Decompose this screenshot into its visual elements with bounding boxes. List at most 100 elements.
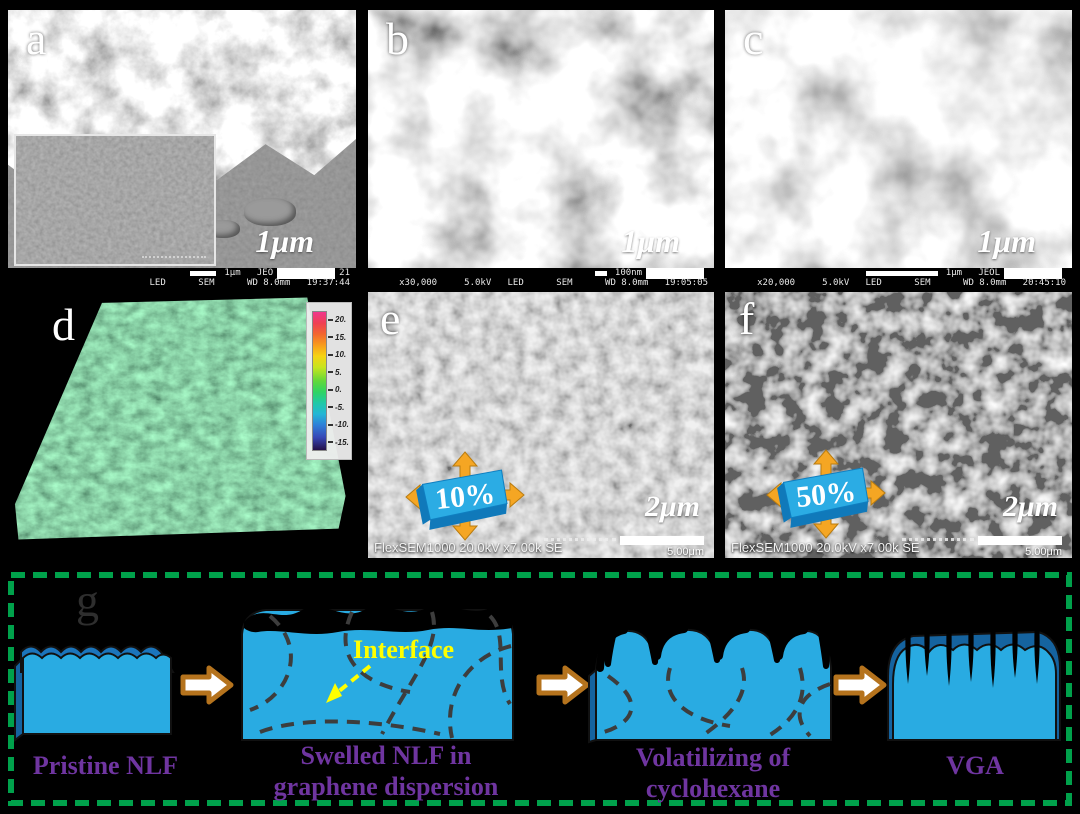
scale-ticks-e	[544, 538, 616, 541]
panel-b: b 1μm 100nm x30,000 5.0kV LED SEM WD 8.0…	[368, 10, 714, 288]
panel-c: c 1μm 1μm JEOL x20,000 5.0kV LED SEM WD …	[725, 10, 1072, 288]
colorbar-tick: -5.	[328, 403, 349, 412]
panel-letter-g: g	[76, 575, 99, 626]
colorbar-tick: 10.	[328, 350, 349, 359]
colorbar-tick: 5.	[328, 368, 349, 377]
tick-label: -10.	[335, 420, 349, 430]
green-dashed-border	[8, 572, 1072, 806]
caption-volatilizing: Volatilizing of cyclohexane	[635, 743, 791, 804]
scale-value-f: 5.00μm	[1025, 546, 1062, 558]
panel-letter-c: c	[743, 13, 764, 64]
strain-badge-10: 10%	[404, 450, 526, 542]
infobar-info-text: x20,000 5.0kV LED SEM WD 8.0mm 20:45:10	[757, 278, 1066, 288]
infobar-a-row1: 1μm JEO 21	[8, 267, 356, 279]
infobar-blanked-logo	[1004, 267, 1062, 279]
sem-b-flake-texture	[368, 10, 714, 268]
strain-badge-graphic: 50%	[766, 449, 886, 539]
scale-watermark-b: 1μm	[621, 223, 680, 259]
panel-f: f 50% 2μm FlexSEM1000 20.0kV x7.00k SE	[725, 292, 1072, 564]
panel-e: e 10% 2μm FlexSEM1000 20.0kV x7.00k SE	[368, 292, 714, 564]
panel-a: a 1μm 1μm JEO 21 LED SEM WD 8.0mm 19:37:…	[8, 10, 356, 288]
colorbar: 20. 15. 10. 5. 0. -5. -10. -15.	[306, 302, 352, 460]
tick-label: 5.	[335, 367, 342, 377]
tick-mark	[328, 318, 333, 321]
polymer-chain-dashes	[603, 667, 831, 738]
panel-letter-b: b	[386, 13, 409, 64]
interface-label: Interface	[353, 635, 454, 664]
infobar-c-row1: 1μm JEOL	[725, 267, 1072, 279]
tick-label: 20.	[335, 315, 347, 324]
sem-a-debris	[244, 198, 296, 226]
strain-value: 50%	[794, 475, 857, 514]
tick-label: -15.	[335, 437, 349, 447]
scale-bar-f	[978, 536, 1062, 545]
expansion-arrows-icon	[405, 451, 525, 541]
inset-noise	[16, 136, 214, 264]
infobar-scale-label: 100nm	[614, 268, 642, 278]
panel-letter-d: d	[52, 299, 75, 350]
colorbar-tick: -10.	[328, 420, 349, 429]
infobar-scale-segment	[865, 270, 938, 276]
tick-mark	[328, 406, 333, 409]
interface-arrow-icon	[336, 664, 372, 694]
tick-label: 15.	[335, 332, 347, 342]
infobar-blanked-logo	[277, 267, 336, 279]
strain-value: 10%	[433, 477, 496, 516]
panel-d-topography: d 20. 15. 10. 5. 0. -5. -10. -15.	[8, 292, 356, 564]
flexsem-stamp-e: FlexSEM1000 20.0kV x7.00k SE	[374, 540, 563, 555]
colorbar-tick: 15.	[328, 333, 349, 342]
process-arrow-icon	[833, 665, 887, 705]
strain-badge-graphic: 10%	[405, 451, 525, 541]
infobar-scale-segment	[594, 270, 607, 276]
tick-label: 0.	[335, 385, 342, 395]
infobar-scale-label: 1μm	[224, 268, 241, 278]
tick-mark	[328, 388, 333, 391]
sem-image-b: b 1μm	[368, 10, 714, 268]
sem-image-f: f 50% 2μm FlexSEM1000 20.0kV x7.00k SE	[725, 292, 1072, 558]
swelled-nlf-shape: Interface	[241, 605, 514, 741]
vertical-graphene-filaments	[905, 594, 1040, 688]
infobar-scale-segment	[190, 270, 217, 276]
scale-watermark-e: 2μm	[644, 490, 700, 523]
volatilizing-shape	[588, 583, 839, 744]
infobar-maker-label: JEO	[256, 268, 274, 278]
tick-mark	[328, 441, 333, 444]
panel-g-schematic: Interface	[8, 572, 1072, 806]
infobar-maker-label: JEOL	[978, 268, 1000, 278]
sem-infobar-a: 1μm JEO 21 LED SEM WD 8.0mm 19:37:44	[8, 267, 356, 288]
infobar-info-text: LED SEM WD 8.0mm 19:37:44	[149, 278, 350, 288]
infobar-a-row2: LED SEM WD 8.0mm 19:37:44	[8, 278, 356, 288]
scale-watermark-c: 1μm	[977, 223, 1036, 259]
sem-image-c: c 1μm	[725, 10, 1072, 268]
panel-letter-e: e	[380, 293, 401, 344]
tick-label: 10.	[335, 350, 347, 360]
strain-plate: 50%	[777, 467, 869, 528]
tick-mark	[328, 353, 333, 356]
infobar-b-row1: 100nm	[368, 267, 714, 279]
vga-shape	[887, 581, 1061, 741]
schematic-drawing: Interface	[8, 572, 1072, 806]
colorbar-tick: 20.	[328, 315, 349, 324]
colorbar-ticks: 20. 15. 10. 5. 0. -5. -10. -15.	[328, 315, 349, 447]
infobar-c-row2: x20,000 5.0kV LED SEM WD 8.0mm 20:45:10	[725, 278, 1072, 288]
tick-mark	[328, 371, 333, 374]
sem-infobar-c: 1μm JEOL x20,000 5.0kV LED SEM WD 8.0mm …	[725, 267, 1072, 288]
graphene-spikes	[593, 583, 839, 669]
caption-swelled-nlf: Swelled NLF in graphene dispersion	[273, 741, 499, 802]
colorbar-gradient	[312, 311, 327, 451]
caption-pristine-nlf: Pristine NLF	[32, 751, 179, 780]
polymer-chain-dashes	[249, 611, 512, 739]
colorbar-tick: -15.	[328, 438, 349, 447]
process-arrow-icon	[536, 665, 590, 705]
filament-tips	[903, 581, 1042, 597]
tick-label: -5.	[335, 402, 345, 412]
panel-letter-f: f	[739, 293, 755, 344]
colorbar-tick: 0.	[328, 385, 349, 394]
tick-mark	[328, 336, 333, 339]
process-arrow-icon	[180, 665, 234, 705]
infobar-scale-label: 1μm	[945, 268, 963, 278]
sem-c-flake-texture	[725, 10, 1072, 268]
interface-arrowhead	[326, 683, 342, 703]
scale-watermark-f: 2μm	[1002, 490, 1058, 523]
